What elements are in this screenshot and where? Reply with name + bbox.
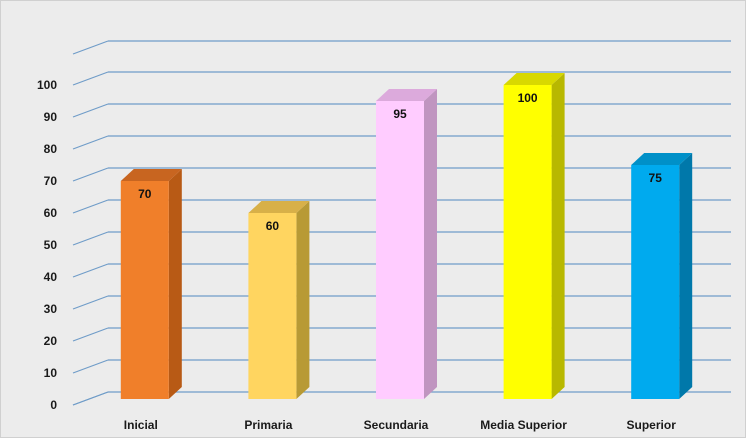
y-tick-label: 80 xyxy=(44,142,58,156)
gridline-diagonal xyxy=(72,327,109,342)
bar: 75 xyxy=(631,153,693,399)
x-axis-categories: Inicial Primaria Secundaria Media Superior S… xyxy=(124,418,676,432)
y-axis-ticks: 0 10 20 30 40 50 60 70 80 90 100 xyxy=(37,78,57,412)
bar-top xyxy=(248,201,310,213)
bar: 100 xyxy=(503,73,565,399)
x-category-label: Media Superior xyxy=(480,418,567,432)
data-label: 95 xyxy=(393,107,407,121)
data-label: 60 xyxy=(266,219,280,233)
x-category-label: Primaria xyxy=(244,418,292,432)
bar-front xyxy=(248,213,297,399)
bar-front xyxy=(631,165,680,399)
gridline-diagonal xyxy=(72,295,109,310)
x-category-label: Secundaria xyxy=(364,418,429,432)
data-label: 75 xyxy=(649,171,663,185)
bar: 95 xyxy=(376,89,437,399)
y-tick-label: 50 xyxy=(44,238,58,252)
gridline-diagonal xyxy=(72,199,109,214)
y-tick-label: 70 xyxy=(44,174,58,188)
bar-top xyxy=(631,153,693,165)
bar-front xyxy=(376,101,424,399)
x-category-label: Inicial xyxy=(124,418,158,432)
x-category-label: Superior xyxy=(627,418,677,432)
gridline-diagonal xyxy=(72,391,109,406)
bar: 60 xyxy=(248,201,310,399)
bar-side xyxy=(168,169,182,399)
bar-top xyxy=(503,73,565,85)
bar-top xyxy=(120,169,182,181)
y-tick-label: 100 xyxy=(37,78,57,92)
bar-side xyxy=(296,201,310,399)
bar-side xyxy=(551,73,565,399)
y-tick-label: 0 xyxy=(50,398,57,412)
bar-top xyxy=(376,89,437,101)
bar-side xyxy=(679,153,693,399)
data-label: 70 xyxy=(138,187,152,201)
gridline-diagonal xyxy=(72,135,109,150)
y-tick-label: 90 xyxy=(44,110,58,124)
y-tick-label: 40 xyxy=(44,270,58,284)
bar: 70 xyxy=(120,169,182,399)
data-label: 100 xyxy=(518,91,538,105)
gridline-diagonal xyxy=(72,167,109,182)
y-tick-label: 60 xyxy=(44,206,58,220)
gridline-diagonal xyxy=(72,231,109,246)
y-tick-label: 30 xyxy=(44,302,58,316)
y-tick-label: 20 xyxy=(44,334,58,348)
y-tick-label: 10 xyxy=(44,366,58,380)
gridline-diagonal xyxy=(72,40,109,55)
gridline-diagonal xyxy=(72,103,109,118)
gridline-diagonal xyxy=(72,263,109,278)
gridline-diagonal xyxy=(72,359,109,374)
bar-side xyxy=(424,89,437,399)
bar-front xyxy=(120,181,169,399)
bars: 70 60 95 100 75 xyxy=(120,73,693,399)
gridline-diagonal xyxy=(72,71,109,86)
bar-front xyxy=(503,85,552,399)
